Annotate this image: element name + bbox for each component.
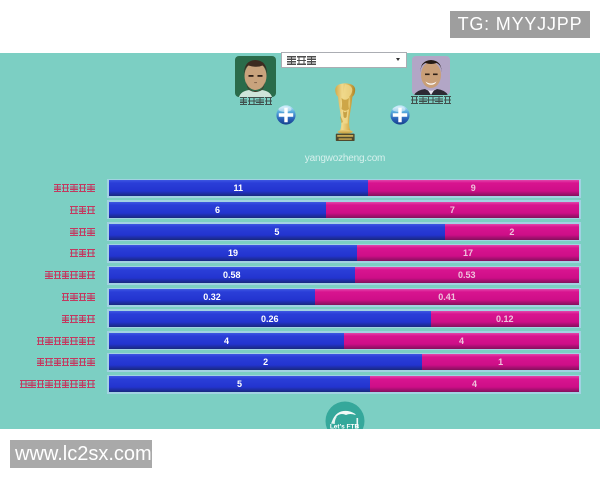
svg-text:Let's FTB: Let's FTB <box>330 424 360 430</box>
